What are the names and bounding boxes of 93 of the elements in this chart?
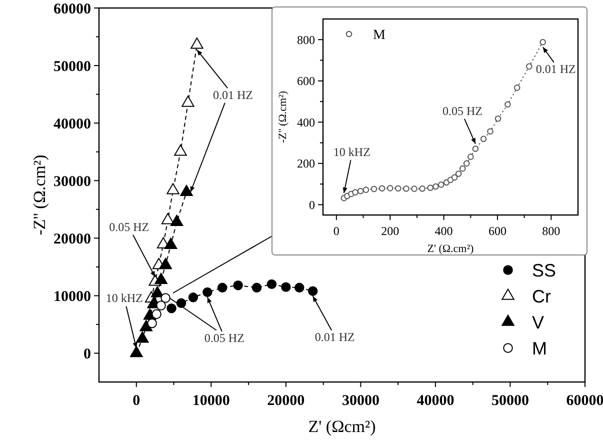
- point: [480, 136, 487, 142]
- point: [352, 189, 358, 196]
- legend-label: M: [373, 28, 386, 43]
- point: [294, 282, 304, 292]
- point: [154, 272, 168, 284]
- annotation: 0.05 HZ: [442, 104, 482, 118]
- point: [395, 185, 402, 192]
- x-tick-label: 50000: [491, 393, 529, 409]
- y-tick-label: 60000: [54, 1, 91, 18]
- x-tick-label: 20000: [267, 393, 305, 409]
- point: [526, 63, 532, 70]
- x-tick-label: 0: [333, 224, 340, 238]
- point: [202, 287, 212, 298]
- point: [170, 214, 184, 226]
- annotation: 0.05 HZ: [204, 331, 244, 346]
- point: [160, 293, 170, 303]
- point: [180, 184, 193, 196]
- annotation: 0.01 HZ: [212, 88, 253, 102]
- point: [156, 300, 166, 310]
- point: [432, 183, 439, 190]
- annotation: 0.01 HZ: [536, 62, 576, 76]
- point: [427, 184, 434, 191]
- point: [459, 165, 466, 172]
- legend-label: M: [532, 338, 547, 358]
- x-tick-label: 200: [381, 224, 400, 238]
- point: [362, 186, 370, 193]
- point: [252, 282, 262, 292]
- point: [494, 116, 502, 122]
- x-tick-label: 30000: [342, 393, 380, 409]
- legend-label: V: [532, 312, 544, 332]
- x-tick-label: 400: [434, 224, 453, 238]
- point: [504, 101, 511, 108]
- point: [182, 96, 194, 107]
- point: [467, 154, 474, 160]
- point: [370, 186, 378, 192]
- point: [357, 188, 364, 194]
- y-axis-title: -Z'' (Ω.cm²): [30, 154, 49, 236]
- point: [190, 38, 204, 49]
- point: [147, 318, 157, 328]
- x-tick-label: 10000: [192, 393, 230, 409]
- y-tick-label: 400: [297, 115, 315, 130]
- y-axis-title: -Z'' (Ω.cm²): [277, 90, 289, 144]
- point: [159, 258, 172, 270]
- x-tick-label: 0: [132, 393, 140, 409]
- point: [438, 182, 444, 188]
- point: [281, 282, 291, 292]
- point: [166, 183, 180, 194]
- point: [166, 303, 176, 314]
- point: [378, 185, 386, 192]
- point: [174, 144, 187, 156]
- point: [266, 279, 277, 290]
- annotation: 10 kHZ: [333, 145, 370, 160]
- point: [487, 128, 494, 135]
- point: [164, 238, 178, 249]
- annotation: 0.01 HZ: [314, 330, 355, 344]
- y-tick-label: 50000: [54, 58, 91, 75]
- y-tick-label: 0: [309, 198, 315, 212]
- y-tick-label: 600: [297, 74, 315, 88]
- point: [152, 309, 162, 319]
- y-tick-label: 30000: [54, 174, 91, 190]
- point: [463, 160, 470, 167]
- x-tick-label: 60000: [566, 393, 603, 409]
- point: [419, 185, 426, 192]
- legend-label: SS: [532, 260, 556, 280]
- point: [472, 146, 479, 152]
- y-tick-label: 40000: [54, 116, 91, 132]
- point: [130, 346, 143, 358]
- legend-label: Cr: [532, 286, 551, 306]
- y-tick-label: 200: [297, 156, 315, 171]
- point: [403, 185, 410, 192]
- point: [161, 213, 174, 224]
- point: [411, 186, 418, 192]
- point: [136, 332, 149, 343]
- point: [218, 282, 228, 292]
- y-tick-label: 800: [297, 32, 315, 47]
- y-tick-label: 10000: [54, 288, 91, 305]
- annotation: 10 kHZ: [106, 291, 143, 306]
- point: [188, 292, 198, 302]
- x-axis-title: Z' (Ω.cm²): [427, 243, 474, 255]
- point: [455, 170, 462, 177]
- point: [150, 286, 164, 298]
- x-tick-label: 40000: [416, 393, 454, 409]
- y-tick-label: 0: [84, 346, 91, 362]
- point: [233, 280, 243, 290]
- annotation: 0.05 HZ: [109, 220, 150, 234]
- x-tick-label: 800: [542, 224, 560, 238]
- x-axis-title: Z' (Ωcm²): [308, 417, 376, 436]
- point: [386, 185, 394, 192]
- point: [540, 38, 546, 46]
- point: [514, 84, 520, 91]
- x-tick-label: 600: [488, 224, 506, 238]
- point: [308, 286, 318, 296]
- point: [451, 174, 458, 181]
